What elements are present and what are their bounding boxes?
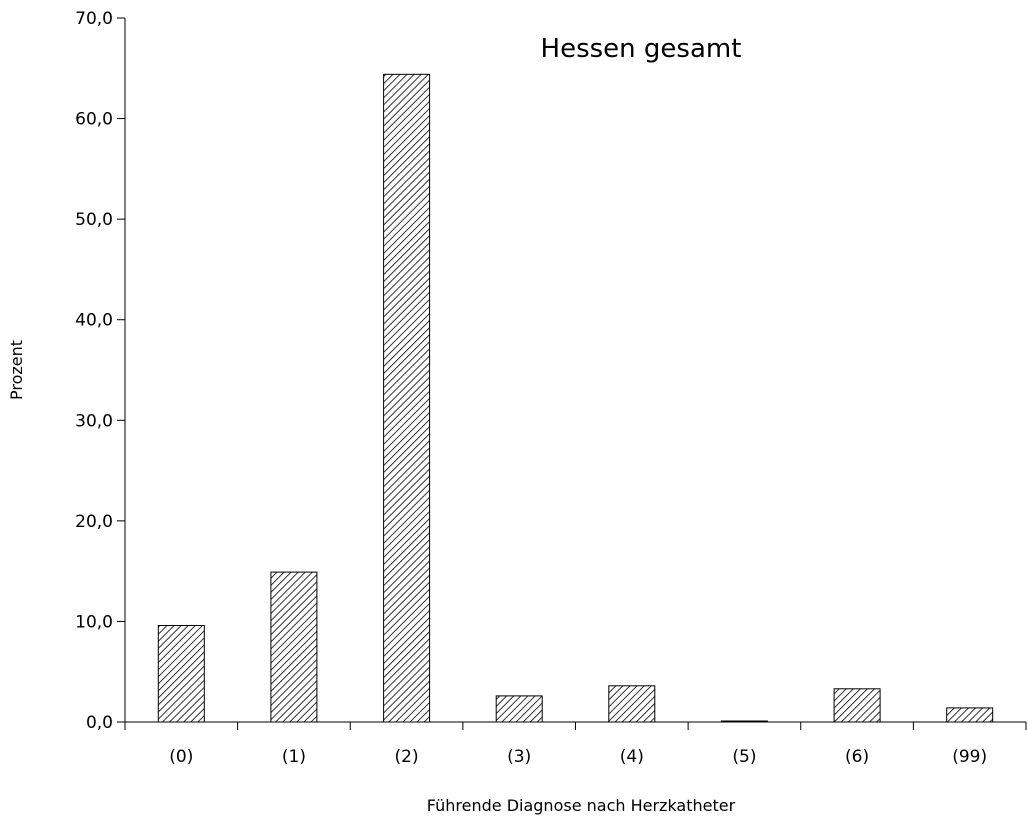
y-tick-label: 0,0 — [86, 713, 113, 733]
x-tick-label: (99) — [952, 747, 987, 767]
chart-title: Hessen gesamt — [541, 34, 742, 64]
y-tick-label: 20,0 — [75, 512, 113, 532]
x-tick-label: (5) — [732, 747, 756, 767]
x-tick-label: (6) — [845, 747, 869, 767]
y-tick-label: 10,0 — [75, 612, 113, 632]
x-tick-label: (4) — [620, 747, 644, 767]
bars-group — [157, 73, 994, 723]
x-tick-label: (1) — [282, 747, 306, 767]
y-tick-label: 70,0 — [75, 9, 113, 29]
y-axis-title: Prozent — [7, 340, 26, 400]
x-tick-label: (3) — [507, 747, 531, 767]
bar-3 — [495, 695, 543, 723]
bar-6 — [833, 688, 881, 723]
y-axis: 0,0 10,0 20,0 30,0 40,0 50,0 60,0 70,0 — [75, 9, 126, 733]
bar-4 — [608, 685, 656, 723]
bar-7 — [946, 707, 994, 723]
bar-2 — [383, 73, 431, 723]
bar-0 — [157, 625, 205, 723]
y-tick-label: 30,0 — [75, 411, 113, 431]
bar-1 — [270, 571, 318, 723]
y-tick-label: 60,0 — [75, 110, 113, 130]
x-tick-label: (2) — [395, 747, 419, 767]
y-tick-label: 50,0 — [75, 210, 113, 230]
x-axis: (0) (1) (2) (3) (4) (5) (6) (99) — [124, 721, 1027, 767]
x-tick-label: (0) — [169, 747, 193, 767]
y-tick-label: 40,0 — [75, 311, 113, 331]
x-axis-title: Führende Diagnose nach Herzkatheter — [427, 796, 736, 815]
